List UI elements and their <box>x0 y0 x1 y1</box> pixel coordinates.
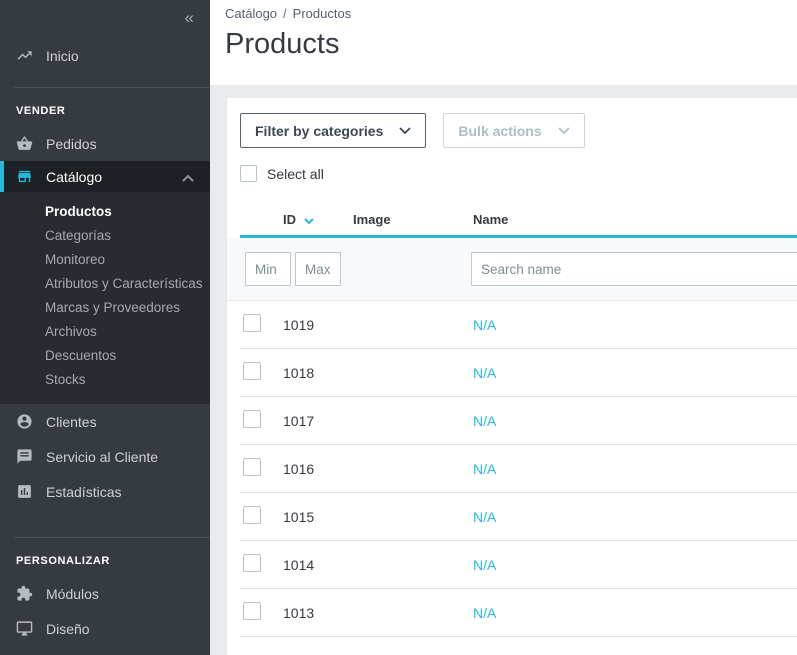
id-min-input[interactable] <box>245 252 291 286</box>
sidebar-item-label: Catálogo <box>46 169 102 185</box>
submenu-item-stocks[interactable]: Stocks <box>0 368 210 392</box>
sidebar-item-label: Pedidos <box>46 136 97 152</box>
breadcrumb-catalog[interactable]: Catálogo <box>225 6 277 21</box>
products-panel: Filter by categories Bulk actions Select… <box>227 98 797 655</box>
row-id: 1015 <box>283 509 353 525</box>
table-row[interactable]: 1017 N/A <box>240 397 797 445</box>
row-id: 1014 <box>283 557 353 573</box>
row-id: 1017 <box>283 413 353 429</box>
table-filter-row <box>227 238 797 301</box>
sidebar-item-label: Módulos <box>46 586 99 602</box>
catalog-section: Catálogo Productos Categorías Monitoreo … <box>0 161 210 404</box>
row-checkbox[interactable] <box>243 506 261 524</box>
chevron-up-icon[interactable] <box>182 169 194 185</box>
bulk-actions-button[interactable]: Bulk actions <box>443 113 584 148</box>
submenu-item-files[interactable]: Archivos <box>0 320 210 344</box>
sidebar-collapse-bar: « <box>0 0 210 38</box>
table-row[interactable]: 1019 N/A <box>240 301 797 349</box>
row-name-link[interactable]: N/A <box>473 557 496 573</box>
row-id: 1016 <box>283 461 353 477</box>
table-row[interactable]: 1018 N/A <box>240 349 797 397</box>
puzzle-icon <box>16 585 33 602</box>
breadcrumb-products: Productos <box>293 6 352 21</box>
submenu-item-categories[interactable]: Categorías <box>0 224 210 248</box>
sidebar-item-home[interactable]: Inicio <box>0 38 210 73</box>
sidebar-item-label: Estadísticas <box>46 484 121 500</box>
sidebar-item-orders[interactable]: Pedidos <box>0 126 210 161</box>
sidebar-item-stats[interactable]: Estadísticas <box>0 474 210 509</box>
sidebar-item-catalog[interactable]: Catálogo <box>0 161 210 192</box>
row-name-link[interactable]: N/A <box>473 317 496 333</box>
person-circle-icon <box>16 413 33 430</box>
chat-bubble-icon <box>16 448 33 465</box>
row-checkbox[interactable] <box>243 554 261 572</box>
bulk-button-label: Bulk actions <box>458 123 541 139</box>
row-id: 1019 <box>283 317 353 333</box>
shopping-basket-icon <box>16 135 33 152</box>
table-row[interactable]: 1014 N/A <box>240 541 797 589</box>
sort-desc-icon[interactable] <box>304 212 314 227</box>
row-checkbox[interactable] <box>243 458 261 476</box>
bar-chart-icon <box>16 483 33 500</box>
search-name-input[interactable] <box>471 252 797 286</box>
sidebar-item-customer-service[interactable]: Servicio al Cliente <box>0 439 210 474</box>
select-all-label: Select all <box>267 166 324 182</box>
select-all-row: Select all <box>240 165 797 182</box>
row-checkbox[interactable] <box>243 314 261 332</box>
catalog-submenu: Productos Categorías Monitoreo Atributos… <box>0 192 210 404</box>
submenu-item-discounts[interactable]: Descuentos <box>0 344 210 368</box>
filter-button-label: Filter by categories <box>255 123 383 139</box>
id-max-input[interactable] <box>295 252 341 286</box>
row-id: 1013 <box>283 605 353 621</box>
filter-by-categories-button[interactable]: Filter by categories <box>240 113 426 148</box>
column-header-image[interactable]: Image <box>353 212 473 227</box>
toolbar: Filter by categories Bulk actions <box>227 113 797 148</box>
row-checkbox[interactable] <box>243 362 261 380</box>
sidebar-item-label: Clientes <box>46 414 97 430</box>
page-header: Catálogo / Productos Products <box>210 0 797 85</box>
column-header-id[interactable]: ID <box>283 212 353 227</box>
row-name-link[interactable]: N/A <box>473 461 496 477</box>
chevron-down-icon <box>399 127 411 135</box>
column-header-name[interactable]: Name <box>473 212 797 227</box>
sidebar-item-design[interactable]: Diseño <box>0 611 210 646</box>
sidebar-section-sell: VENDER <box>0 88 210 126</box>
table-row[interactable]: 1015 N/A <box>240 493 797 541</box>
sidebar-item-customers[interactable]: Clientes <box>0 404 210 439</box>
sidebar-item-label: Servicio al Cliente <box>46 449 158 465</box>
table-row[interactable]: 1013 N/A <box>240 589 797 637</box>
sidebar-item-label: Inicio <box>46 48 79 64</box>
sidebar-item-modules[interactable]: Módulos <box>0 576 210 611</box>
breadcrumb-separator: / <box>283 6 287 21</box>
row-checkbox[interactable] <box>243 410 261 428</box>
trending-up-icon <box>16 47 33 64</box>
page-title: Products <box>225 28 797 61</box>
monitor-icon <box>16 620 33 637</box>
submenu-item-attributes[interactable]: Atributos y Características <box>0 272 210 296</box>
row-id: 1018 <box>283 365 353 381</box>
row-name-link[interactable]: N/A <box>473 365 496 381</box>
content-background: Filter by categories Bulk actions Select… <box>210 85 797 655</box>
row-checkbox[interactable] <box>243 602 261 620</box>
collapse-sidebar-icon[interactable]: « <box>185 6 194 30</box>
row-name-link[interactable]: N/A <box>473 413 496 429</box>
submenu-item-brands[interactable]: Marcas y Proveedores <box>0 296 210 320</box>
breadcrumb: Catálogo / Productos <box>225 6 797 21</box>
chevron-down-icon <box>558 127 570 135</box>
sidebar: « Inicio VENDER Pedidos Catálogo Product… <box>0 0 210 655</box>
submenu-item-products[interactable]: Productos <box>0 200 210 224</box>
row-name-link[interactable]: N/A <box>473 605 496 621</box>
table-header: ID Image Name <box>240 204 797 238</box>
sidebar-item-label: Diseño <box>46 621 90 637</box>
store-icon <box>16 168 33 185</box>
submenu-item-monitoring[interactable]: Monitoreo <box>0 248 210 272</box>
table-row[interactable]: 1016 N/A <box>240 445 797 493</box>
sidebar-section-improve: PERSONALIZAR <box>0 538 210 576</box>
main-area: Catálogo / Productos Products Filter by ca… <box>210 0 797 655</box>
select-all-checkbox[interactable] <box>240 165 257 182</box>
row-name-link[interactable]: N/A <box>473 509 496 525</box>
